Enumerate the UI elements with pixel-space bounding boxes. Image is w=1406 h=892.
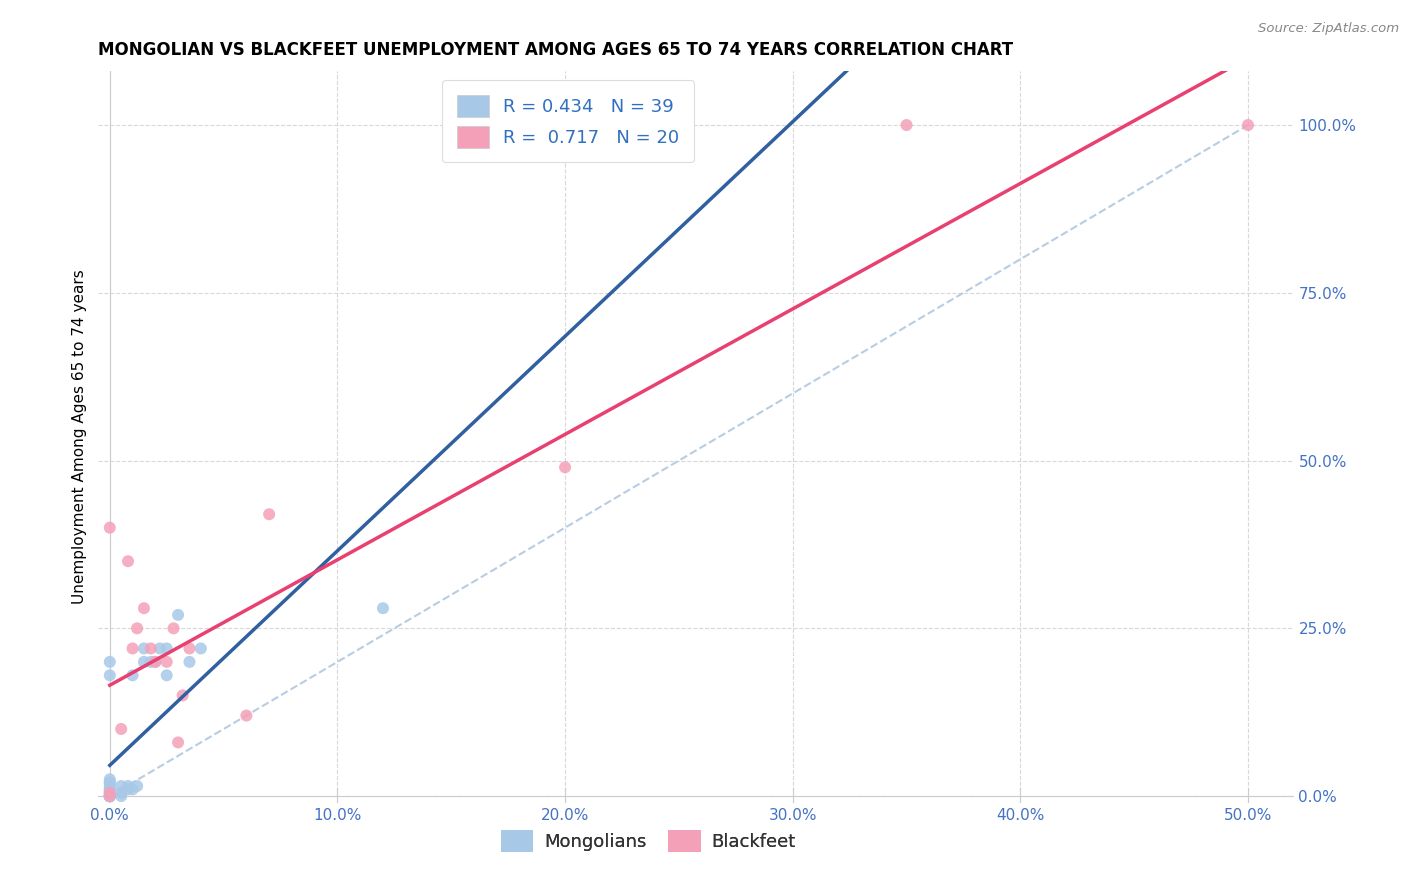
Point: [149, 641, 172, 656]
Point: [98, 789, 121, 803]
Point: [98, 786, 121, 800]
Point: [1237, 118, 1260, 132]
Point: [190, 641, 212, 656]
Point: [371, 601, 394, 615]
Point: [117, 782, 139, 797]
Point: [554, 460, 576, 475]
Point: [98, 782, 121, 797]
Point: [98, 789, 121, 803]
Point: [117, 554, 139, 568]
Point: [110, 722, 132, 736]
Point: [143, 655, 166, 669]
Point: [121, 641, 143, 656]
Point: [110, 786, 132, 800]
Point: [156, 655, 179, 669]
Point: [162, 621, 184, 635]
Point: [896, 118, 918, 132]
Point: [167, 607, 190, 622]
Point: [98, 782, 121, 797]
Point: [98, 789, 121, 803]
Point: [98, 789, 121, 803]
Point: [132, 601, 155, 615]
Text: Source: ZipAtlas.com: Source: ZipAtlas.com: [1258, 22, 1399, 36]
Point: [110, 779, 132, 793]
Point: [98, 789, 121, 803]
Point: [98, 655, 121, 669]
Point: [98, 786, 121, 800]
Point: [98, 786, 121, 800]
Point: [98, 775, 121, 789]
Point: [167, 735, 190, 749]
Point: [156, 668, 179, 682]
Point: [127, 621, 149, 635]
Text: MONGOLIAN VS BLACKFEET UNEMPLOYMENT AMONG AGES 65 TO 74 YEARS CORRELATION CHART: MONGOLIAN VS BLACKFEET UNEMPLOYMENT AMON…: [98, 41, 1014, 59]
Point: [257, 508, 280, 522]
Point: [98, 784, 121, 798]
Point: [143, 655, 166, 669]
Point: [139, 641, 162, 656]
Point: [127, 779, 149, 793]
Point: [179, 655, 201, 669]
Point: [121, 668, 143, 682]
Point: [235, 708, 257, 723]
Point: [98, 521, 121, 535]
Y-axis label: Unemployment Among Ages 65 to 74 years: Unemployment Among Ages 65 to 74 years: [72, 269, 87, 605]
Point: [132, 655, 155, 669]
Point: [98, 775, 121, 789]
Point: [98, 789, 121, 803]
Point: [179, 641, 201, 656]
Point: [98, 789, 121, 803]
Point: [132, 641, 155, 656]
Legend: Mongolians, Blackfeet: Mongolians, Blackfeet: [494, 823, 803, 860]
Point: [121, 782, 143, 797]
Point: [98, 779, 121, 793]
Point: [110, 789, 132, 803]
Point: [98, 668, 121, 682]
Point: [98, 772, 121, 787]
Point: [117, 779, 139, 793]
Point: [98, 789, 121, 803]
Point: [156, 641, 179, 656]
Point: [98, 789, 121, 803]
Point: [172, 689, 194, 703]
Point: [139, 655, 162, 669]
Point: [98, 789, 121, 803]
